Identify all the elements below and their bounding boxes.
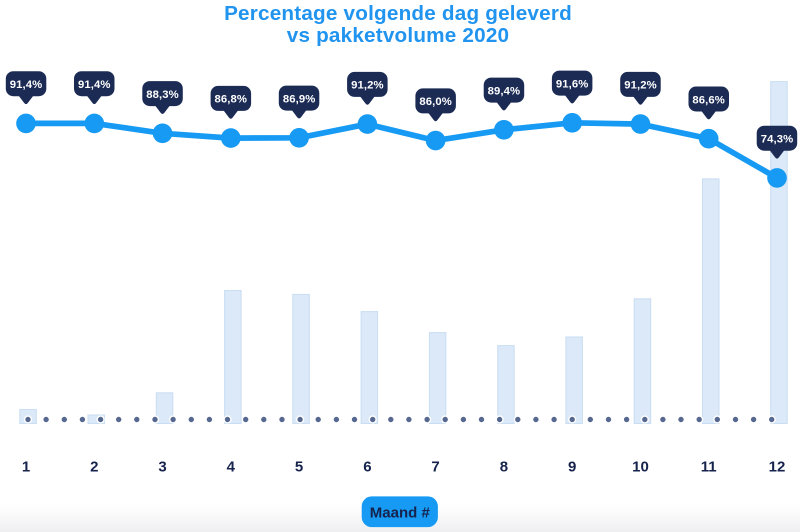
svg-text:91,4%: 91,4%: [78, 79, 111, 91]
svg-text:86,9%: 86,9%: [283, 93, 316, 105]
svg-text:74,3%: 74,3%: [761, 134, 794, 146]
svg-text:86,8%: 86,8%: [215, 94, 248, 106]
svg-text:89,4%: 89,4%: [488, 85, 521, 97]
svg-text:88,3%: 88,3%: [146, 89, 179, 101]
svg-text:10: 10: [632, 459, 649, 476]
svg-text:86,6%: 86,6%: [692, 94, 725, 106]
svg-text:2: 2: [90, 459, 98, 476]
svg-text:86,0%: 86,0%: [419, 96, 452, 108]
svg-text:91,4%: 91,4%: [10, 79, 43, 91]
svg-text:7: 7: [431, 459, 439, 476]
svg-text:1: 1: [22, 459, 30, 476]
svg-text:11: 11: [701, 459, 717, 476]
svg-text:5: 5: [295, 459, 303, 476]
svg-text:91,2%: 91,2%: [624, 80, 657, 92]
svg-text:6: 6: [363, 459, 371, 476]
svg-text:8: 8: [500, 459, 508, 476]
svg-text:91,2%: 91,2%: [351, 80, 384, 92]
svg-text:Maand #: Maand #: [370, 504, 431, 521]
svg-text:9: 9: [568, 459, 576, 476]
svg-text:91,6%: 91,6%: [556, 78, 589, 90]
svg-text:3: 3: [158, 459, 166, 476]
svg-text:12: 12: [769, 459, 786, 476]
svg-text:4: 4: [227, 459, 236, 476]
